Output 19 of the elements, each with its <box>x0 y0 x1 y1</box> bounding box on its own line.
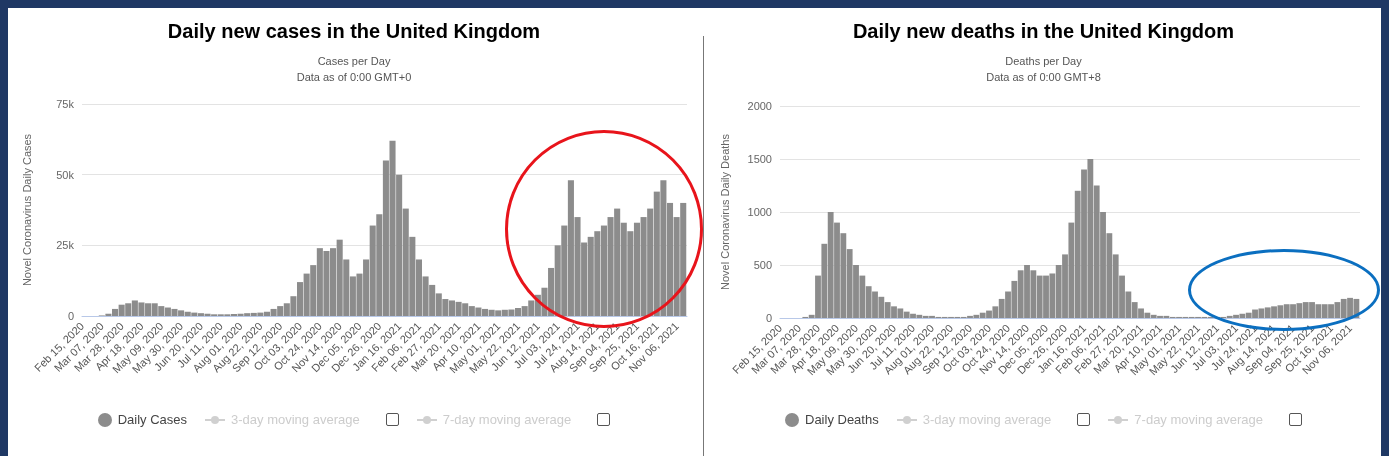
legend-label: Daily Deaths <box>805 412 879 427</box>
y-tick-label: 0 <box>67 310 74 322</box>
chart-title: Daily new cases in the United Kingdom <box>167 20 541 42</box>
y-tick-label: 0 <box>765 312 772 324</box>
chart-title: Daily new deaths in the United Kingdom <box>852 20 1235 42</box>
legend-label: Daily Cases <box>117 412 188 427</box>
y-tick-label: 25k <box>56 239 75 252</box>
y-axis-title: Novel Coronavirus Daily Deaths <box>718 133 731 290</box>
y-tick-label: 1500 <box>747 153 772 165</box>
y-tick-label: 500 <box>753 259 772 271</box>
y-tick-label: 1000 <box>747 206 772 218</box>
y-axis-title: Novel Coronavirus Daily Cases <box>20 133 33 287</box>
y-tick-label: 75k <box>56 98 75 110</box>
y-tick-label: 2000 <box>747 100 772 112</box>
text: Data as of 0:00 GMT+0 <box>296 70 412 83</box>
y-tick-label: 50k <box>56 168 75 181</box>
chart-subtitle: Cases per Day <box>317 54 391 67</box>
text: Data as of 0:00 GMT+8 <box>986 70 1101 83</box>
chart-subtitle: Deaths per Day <box>1005 54 1083 67</box>
